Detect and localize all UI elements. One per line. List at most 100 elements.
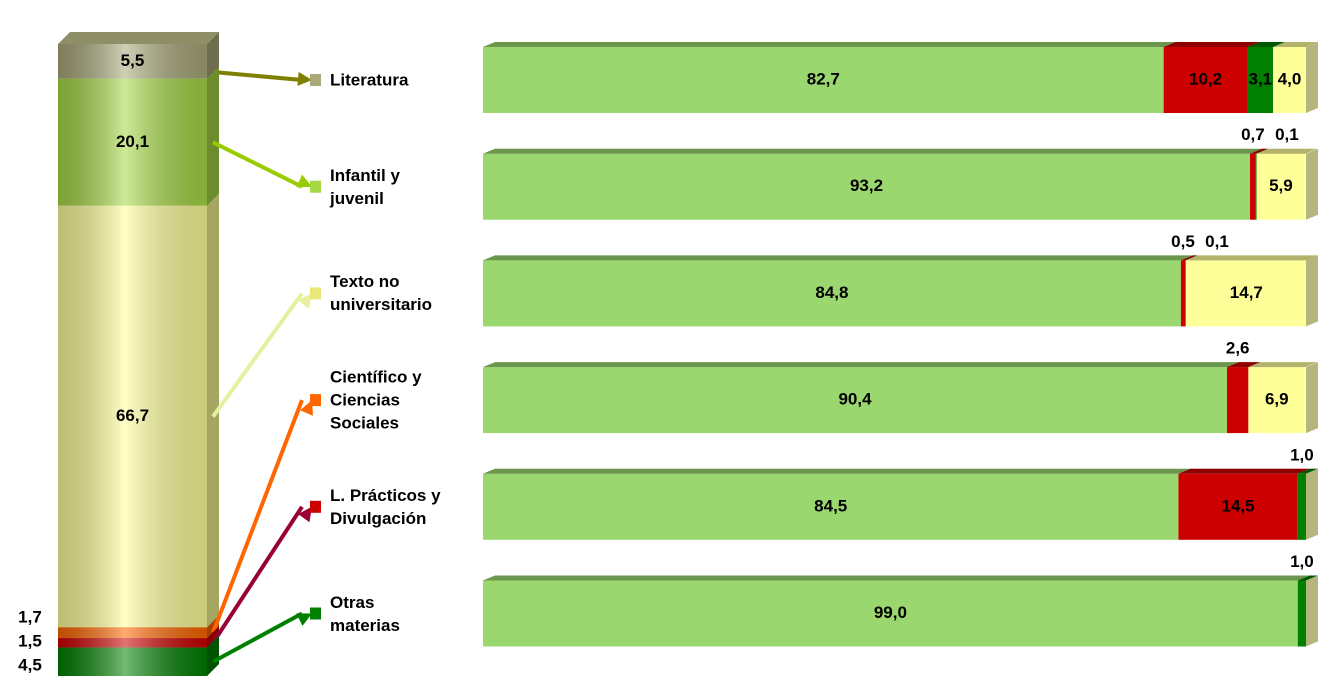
bar-label: 82,7	[807, 69, 840, 88]
bar-side	[1306, 42, 1318, 113]
bar-label: 84,5	[814, 496, 847, 515]
bar-side	[1306, 468, 1318, 540]
bar-segment	[483, 153, 1251, 220]
bar-segment	[483, 367, 1227, 434]
category-label: Científico y Ciencias Sociales	[330, 367, 422, 433]
category-label: Otras materias	[330, 592, 400, 635]
arrow	[212, 70, 303, 82]
column-side-shade	[207, 626, 219, 648]
arrow-head	[297, 293, 312, 309]
bar-top-shade	[1256, 148, 1318, 154]
bar-top	[483, 148, 1263, 154]
bar-top	[483, 42, 1176, 47]
bar-segment	[483, 260, 1181, 327]
bar-top	[1248, 362, 1318, 368]
column-label: 1,7	[18, 607, 42, 626]
legend-marker	[310, 394, 321, 407]
column-top-shade	[58, 32, 219, 44]
column-shine	[58, 627, 207, 639]
bar-top-shade	[1255, 148, 1269, 154]
column-side-shade	[207, 66, 219, 206]
bar-top	[1250, 148, 1268, 154]
category-label: Infantil y juvenil	[330, 165, 400, 208]
bar-top	[1185, 255, 1319, 261]
column-side-shade	[207, 635, 219, 676]
column-shine	[58, 205, 207, 628]
bar-segment	[1247, 47, 1274, 113]
bar-top-shade	[483, 575, 1310, 581]
bar-top-shade	[1180, 255, 1198, 261]
bar-top	[1178, 468, 1310, 474]
column-side	[207, 32, 219, 79]
column-side	[207, 193, 219, 628]
arrow-head	[296, 174, 312, 188]
bar-top	[1255, 148, 1269, 154]
arrow	[212, 140, 303, 189]
bar-label: 0,1	[1275, 125, 1299, 144]
bar-top-shade	[1163, 42, 1260, 47]
bar-segment	[1185, 260, 1186, 327]
bar-segment	[483, 47, 1164, 113]
bar-top-shade	[483, 362, 1239, 368]
bar-top	[1163, 42, 1260, 47]
bar-top-shade	[1226, 362, 1261, 368]
category-label: L. Prácticos y Divulgación	[330, 485, 441, 528]
arrow	[211, 505, 304, 644]
column-side	[207, 635, 219, 676]
column-top	[58, 32, 219, 44]
bar-top	[483, 575, 1310, 581]
bar-top-shade	[1297, 468, 1318, 474]
bar-segment	[1256, 153, 1306, 220]
bar-segment	[1297, 473, 1306, 540]
column-side	[207, 66, 219, 206]
legend-marker	[310, 74, 321, 86]
arrow-head	[297, 71, 312, 86]
bar-top	[483, 362, 1239, 368]
bar-label: 1,0	[1290, 445, 1314, 464]
bar-top	[1185, 255, 1198, 261]
bar-side	[1306, 148, 1318, 220]
bar-label: 0,7	[1241, 125, 1265, 144]
bar-top-shade	[1178, 468, 1310, 474]
bar-segment	[1180, 260, 1186, 327]
arrow	[211, 292, 304, 418]
bar-label: 0,5	[1171, 232, 1195, 251]
legend-marker	[310, 500, 321, 513]
bar-label: 93,2	[850, 176, 883, 195]
bar-top-shade	[483, 42, 1176, 47]
category-label: Literatura	[330, 70, 409, 90]
bar-top-shade	[1273, 42, 1318, 47]
bar-segment	[1178, 473, 1298, 540]
bar-label: 1,0	[1290, 552, 1314, 571]
bar-top	[1297, 575, 1318, 581]
bar-label: 10,2	[1189, 69, 1222, 88]
bar-top-shade	[1185, 255, 1319, 261]
arrow	[211, 399, 304, 634]
bar-label: 99,0	[874, 603, 907, 622]
bar-label: 90,4	[838, 390, 872, 409]
column-label: 66,7	[116, 406, 149, 425]
bar-segment	[483, 473, 1179, 540]
arrow-head	[300, 400, 313, 416]
bar-top	[1180, 255, 1198, 261]
bar-top	[1247, 42, 1286, 47]
bar-top-shade	[483, 468, 1191, 474]
bar-top	[1273, 42, 1318, 47]
legend-marker	[310, 607, 321, 620]
bar-top	[483, 468, 1191, 474]
column-shine	[58, 44, 207, 79]
bar-label: 0,1	[1205, 232, 1229, 251]
bar-label: 4,0	[1278, 69, 1302, 88]
column-label: 1,5	[18, 631, 42, 650]
bar-top-shade	[1248, 362, 1318, 368]
bar-top-shade	[1185, 255, 1198, 261]
bar-segment	[1255, 153, 1257, 220]
bar-side	[1306, 575, 1318, 647]
arrow-head	[298, 506, 312, 523]
bar-top	[483, 255, 1193, 261]
bar-segment	[483, 580, 1298, 647]
bar-top	[1226, 362, 1261, 368]
bar-segment	[1273, 47, 1306, 113]
